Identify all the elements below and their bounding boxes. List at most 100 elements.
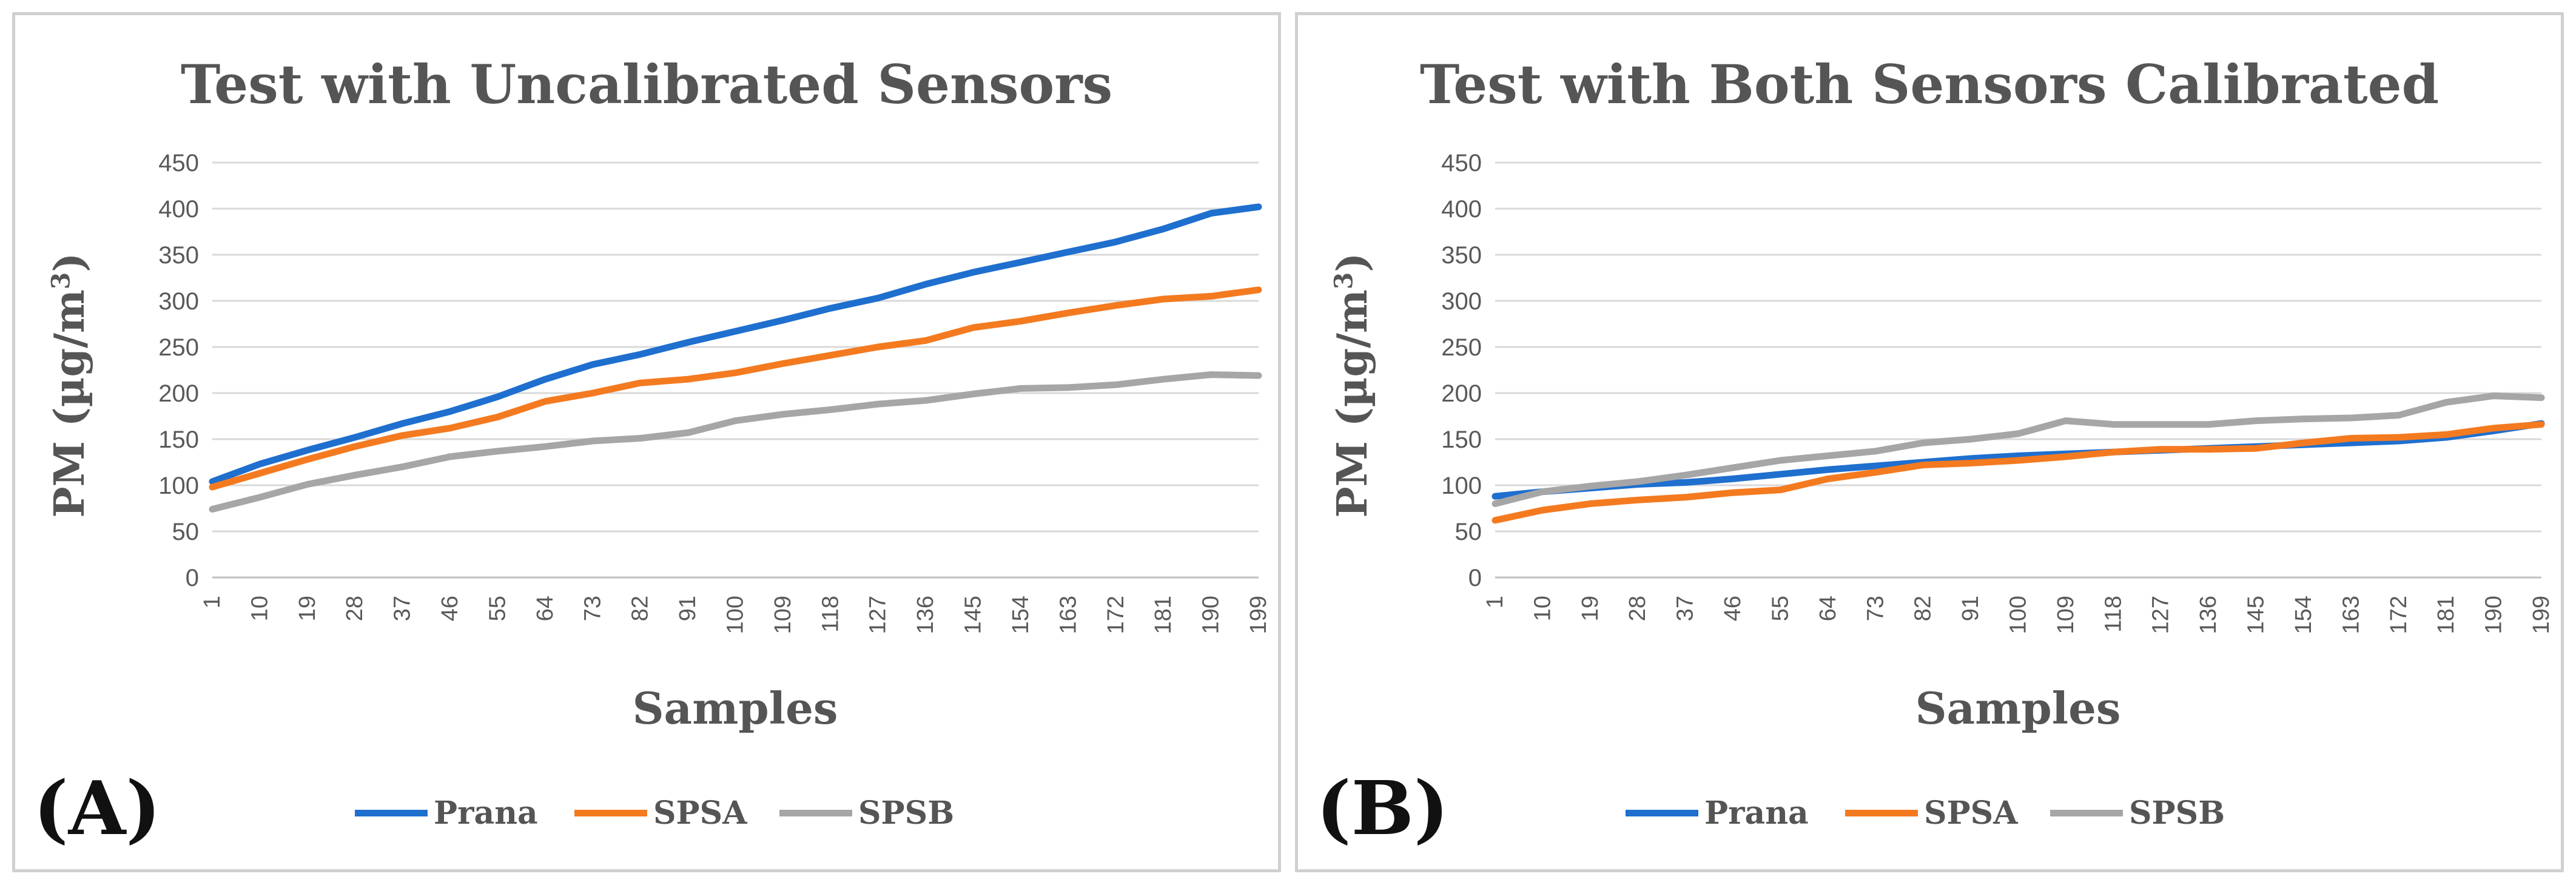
x-tick-label: 64	[1815, 596, 1841, 621]
y-tick-label: 100	[1441, 473, 1482, 499]
x-tick-label: 1	[1482, 596, 1508, 608]
y-tick-label: 150	[1441, 426, 1482, 453]
x-tick-label: 109	[770, 596, 796, 634]
legend-label-spsb: SPSB	[858, 795, 955, 832]
y-tick-label: 300	[1441, 288, 1482, 315]
x-tick-label: 118	[818, 596, 843, 633]
x-tick-label: 199	[1246, 596, 1271, 634]
y-tick-label: 0	[186, 565, 199, 591]
series-line-prana	[1491, 420, 2545, 500]
x-tick-label: 82	[1911, 596, 1936, 621]
x-tick-label: 55	[485, 596, 510, 621]
x-tick-label: 28	[1625, 596, 1650, 621]
legend-swatch-spsa	[574, 810, 647, 816]
series-line-spsb	[1491, 392, 2545, 507]
x-tick-label: 172	[1103, 596, 1129, 634]
y-tick-label: 100	[158, 473, 199, 499]
x-tick-label: 154	[1008, 596, 1034, 634]
x-tick-label: 19	[295, 596, 320, 621]
y-tick-label: 200	[158, 380, 199, 407]
y-tick-label: 200	[1441, 380, 1482, 407]
x-tick-label: 37	[390, 596, 415, 621]
x-tick-label: 46	[437, 596, 463, 621]
series-line-spsa	[209, 286, 1262, 491]
x-tick-label: 19	[1578, 596, 1603, 621]
legend-label-prana: Prana	[1704, 795, 1809, 832]
legend-item-spsb: SPSB	[2050, 795, 2225, 832]
series-line-spsb	[209, 371, 1262, 513]
x-tick-label: 91	[1958, 596, 1983, 621]
chart-panel-a: 0 50 100 150 200 250 300 350 400 450 1 10 19 28 37 46 55…	[12, 12, 1281, 872]
y-tick-label: 450	[158, 150, 199, 177]
x-tick-label: 91	[675, 596, 701, 621]
x-tick-label: 118	[2100, 596, 2126, 633]
series-line-spsa	[1491, 421, 2545, 524]
chart-a-plot: 0 50 100 150 200 250 300 350 400 450 1 10 19 28 37 46 55…	[158, 150, 1271, 634]
x-tick-label: 109	[2053, 596, 2079, 634]
legend-item-spsa: SPSA	[574, 795, 747, 832]
legend: Prana SPSA SPSB	[1298, 795, 2567, 843]
x-tick-label: 64	[533, 596, 558, 621]
x-tick-label: 190	[2481, 596, 2507, 634]
legend-label-prana: Prana	[434, 795, 538, 832]
x-tick-label: 100	[723, 596, 748, 634]
x-tick-label: 55	[1767, 596, 1793, 621]
x-axis-label: Samples	[1915, 682, 2121, 734]
y-tick-label: 50	[172, 519, 200, 545]
y-tick-label: 400	[158, 196, 199, 223]
x-tick-label: 145	[2244, 596, 2269, 634]
x-tick-label: 163	[1055, 596, 1081, 634]
x-tick-label: 46	[1720, 596, 1746, 621]
x-tick-label: 127	[2148, 596, 2174, 634]
x-tick-label: 145	[961, 596, 986, 634]
legend-swatch-prana	[355, 810, 428, 816]
y-tick-label: 250	[158, 334, 199, 361]
x-tick-label: 127	[866, 596, 891, 634]
chart-title: Test with Both Sensors Calibrated	[1419, 53, 2440, 116]
x-tick-label: 163	[2338, 596, 2364, 634]
chart-panel-b: 0 50 100 150 200 250 300 350 400 450 1 10 19 28 37 46 55…	[1295, 12, 2564, 872]
x-tick-label: 172	[2386, 596, 2412, 634]
x-tick-label: 154	[2291, 596, 2316, 634]
legend-swatch-prana	[1626, 810, 1698, 816]
panel-label: (B)	[1316, 764, 1449, 852]
y-tick-label: 300	[158, 288, 199, 315]
x-tick-label: 73	[1863, 596, 1888, 621]
y-tick-label: 50	[1455, 519, 1482, 545]
y-tick-label: 250	[1441, 334, 1482, 361]
x-tick-label: 10	[247, 596, 272, 621]
legend: Prana SPSA SPSB	[15, 795, 1284, 843]
x-tick-label: 136	[2196, 596, 2221, 634]
y-tick-label: 450	[1441, 150, 1482, 177]
y-axis-label: PM (µg/m3)	[45, 252, 94, 518]
y-tick-label: 150	[158, 426, 199, 453]
y-axis-label: PM (µg/m3)	[1328, 252, 1377, 518]
chart-title: Test with Uncalibrated Sensors	[180, 53, 1113, 116]
x-tick-label: 181	[1151, 596, 1176, 634]
x-tick-label: 37	[1673, 596, 1698, 621]
legend-label-spsa: SPSA	[1924, 795, 2018, 832]
chart-b-plot: 0 50 100 150 200 250 300 350 400 450 1 10 19 28 37 46 55…	[1441, 150, 2554, 634]
legend-label-spsa: SPSA	[653, 795, 747, 832]
legend-swatch-spsa	[1845, 810, 1918, 816]
legend-item-prana: Prana	[355, 795, 538, 832]
y-tick-label: 400	[1441, 196, 1482, 223]
y-tick-label: 0	[1468, 565, 1482, 591]
y-tick-label: 350	[158, 242, 199, 269]
legend-item-spsb: SPSB	[779, 795, 954, 832]
x-tick-label: 190	[1199, 596, 1224, 634]
legend-item-prana: Prana	[1626, 795, 1809, 832]
x-tick-label: 73	[580, 596, 605, 621]
x-tick-label: 100	[2006, 596, 2031, 634]
legend-label-spsb: SPSB	[2129, 795, 2225, 832]
x-tick-label: 136	[913, 596, 938, 634]
x-tick-label: 199	[2529, 596, 2554, 634]
x-tick-label: 82	[628, 596, 653, 621]
legend-item-spsa: SPSA	[1845, 795, 2018, 832]
panel-label: (A)	[33, 764, 161, 852]
legend-swatch-spsb	[779, 810, 852, 816]
x-tick-label: 28	[342, 596, 368, 621]
x-tick-label: 10	[1530, 596, 1555, 621]
x-tick-label: 181	[2433, 596, 2459, 634]
x-tick-label: 1	[200, 596, 225, 608]
